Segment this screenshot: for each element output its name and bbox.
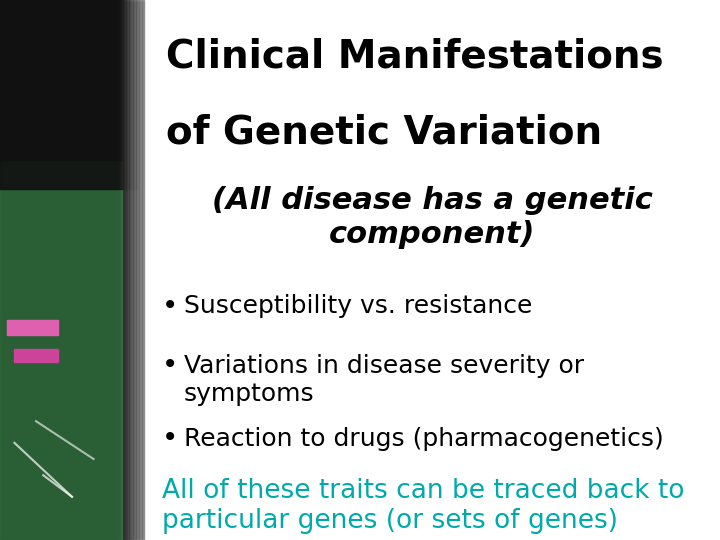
Bar	[124, 0, 132, 540]
Bar	[127, 0, 135, 540]
Text: All of these traits can be traced back to
particular genes (or sets of genes): All of these traits can be traced back t…	[162, 478, 685, 534]
Bar	[117, 0, 125, 540]
Text: Susceptibility vs. resistance: Susceptibility vs. resistance	[184, 294, 532, 318]
Bar	[132, 0, 141, 540]
Text: •: •	[162, 424, 179, 452]
Bar	[122, 0, 131, 540]
Bar	[134, 0, 143, 540]
Bar	[130, 0, 138, 540]
Bar	[118, 0, 127, 540]
Bar	[0, 0, 137, 189]
Text: •: •	[162, 292, 179, 320]
Bar	[144, 0, 153, 540]
Bar	[150, 0, 158, 540]
Bar	[0, 162, 122, 540]
Bar	[128, 0, 137, 540]
Text: •: •	[162, 351, 179, 379]
Bar	[121, 0, 130, 540]
Bar	[131, 0, 140, 540]
Text: of Genetic Variation: of Genetic Variation	[166, 113, 602, 151]
Bar	[135, 0, 144, 540]
Bar	[143, 0, 151, 540]
Bar	[120, 0, 128, 540]
Bar	[115, 0, 124, 540]
Bar	[148, 0, 157, 540]
Text: Reaction to drugs (pharmacogenetics): Reaction to drugs (pharmacogenetics)	[184, 427, 663, 450]
Bar	[14, 349, 58, 362]
Bar	[7, 320, 58, 335]
Bar	[125, 0, 134, 540]
Bar	[0, 0, 144, 540]
Text: Clinical Manifestations: Clinical Manifestations	[166, 38, 663, 76]
Bar	[137, 0, 145, 540]
Text: (All disease has a genetic
component): (All disease has a genetic component)	[212, 186, 652, 249]
Bar	[140, 0, 148, 540]
Bar	[147, 0, 156, 540]
Text: Variations in disease severity or
symptoms: Variations in disease severity or sympto…	[184, 354, 584, 406]
Bar	[138, 0, 147, 540]
Bar	[141, 0, 150, 540]
Bar	[145, 0, 154, 540]
